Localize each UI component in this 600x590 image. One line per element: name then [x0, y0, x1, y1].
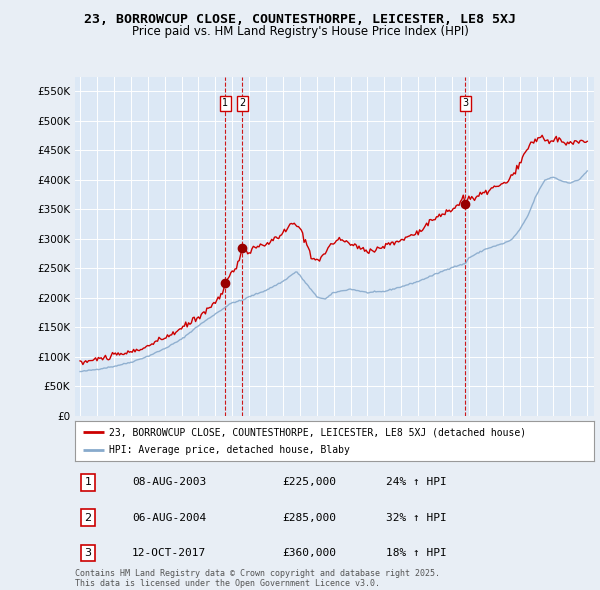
Text: 06-AUG-2004: 06-AUG-2004: [132, 513, 206, 523]
Text: £225,000: £225,000: [283, 477, 337, 487]
Text: 2: 2: [239, 99, 245, 108]
Text: 3: 3: [462, 99, 468, 108]
Text: HPI: Average price, detached house, Blaby: HPI: Average price, detached house, Blab…: [109, 445, 350, 455]
Text: Price paid vs. HM Land Registry's House Price Index (HPI): Price paid vs. HM Land Registry's House …: [131, 25, 469, 38]
Text: £360,000: £360,000: [283, 548, 337, 558]
Text: 23, BORROWCUP CLOSE, COUNTESTHORPE, LEICESTER, LE8 5XJ: 23, BORROWCUP CLOSE, COUNTESTHORPE, LEIC…: [84, 13, 516, 26]
Text: 12-OCT-2017: 12-OCT-2017: [132, 548, 206, 558]
Text: Contains HM Land Registry data © Crown copyright and database right 2025.
This d: Contains HM Land Registry data © Crown c…: [75, 569, 440, 588]
Text: 1: 1: [222, 99, 229, 108]
Text: 32% ↑ HPI: 32% ↑ HPI: [386, 513, 447, 523]
Text: 08-AUG-2003: 08-AUG-2003: [132, 477, 206, 487]
Text: 23, BORROWCUP CLOSE, COUNTESTHORPE, LEICESTER, LE8 5XJ (detached house): 23, BORROWCUP CLOSE, COUNTESTHORPE, LEIC…: [109, 428, 526, 438]
Text: 18% ↑ HPI: 18% ↑ HPI: [386, 548, 447, 558]
Text: £285,000: £285,000: [283, 513, 337, 523]
Text: 2: 2: [85, 513, 92, 523]
Text: 3: 3: [85, 548, 91, 558]
Text: 1: 1: [85, 477, 91, 487]
Text: 24% ↑ HPI: 24% ↑ HPI: [386, 477, 447, 487]
